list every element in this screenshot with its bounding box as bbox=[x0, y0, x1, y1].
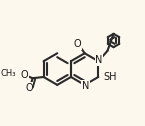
Text: O: O bbox=[25, 83, 33, 93]
Text: O: O bbox=[21, 70, 29, 80]
Text: N: N bbox=[95, 55, 103, 65]
Text: CH₃: CH₃ bbox=[1, 69, 17, 78]
Text: SH: SH bbox=[104, 72, 117, 82]
Text: N: N bbox=[82, 81, 89, 91]
Text: O: O bbox=[74, 39, 81, 49]
